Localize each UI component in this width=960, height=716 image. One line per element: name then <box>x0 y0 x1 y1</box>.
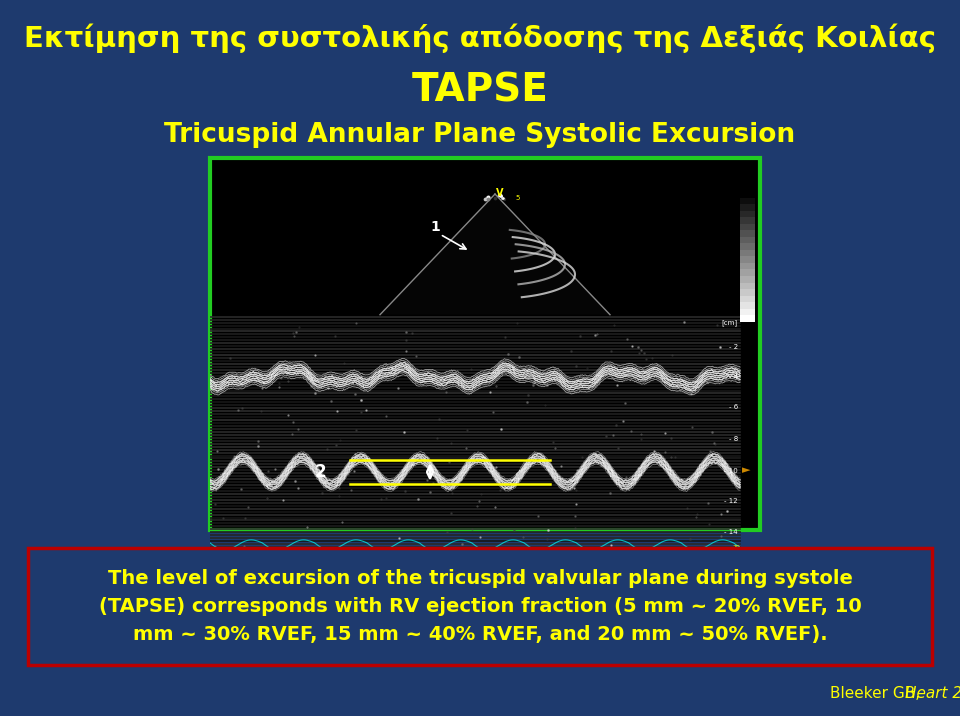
Text: The level of excursion of the tricuspid valvular plane during systole
(TAPSE) co: The level of excursion of the tricuspid … <box>99 569 861 644</box>
Text: Tricuspid Annular Plane Systolic Excursion: Tricuspid Annular Plane Systolic Excursi… <box>164 122 796 148</box>
Bar <box>210 158 760 530</box>
Text: Εκτίμηση της συστολικής απόδοσης της Δεξιάς Κοιλίας: Εκτίμηση της συστολικής απόδοσης της Δεξ… <box>24 23 936 53</box>
Text: Heart 2006: Heart 2006 <box>905 687 960 702</box>
Text: TAPSE: TAPSE <box>412 71 548 109</box>
Bar <box>28 548 932 665</box>
Text: Bleeker GB,: Bleeker GB, <box>830 687 925 702</box>
